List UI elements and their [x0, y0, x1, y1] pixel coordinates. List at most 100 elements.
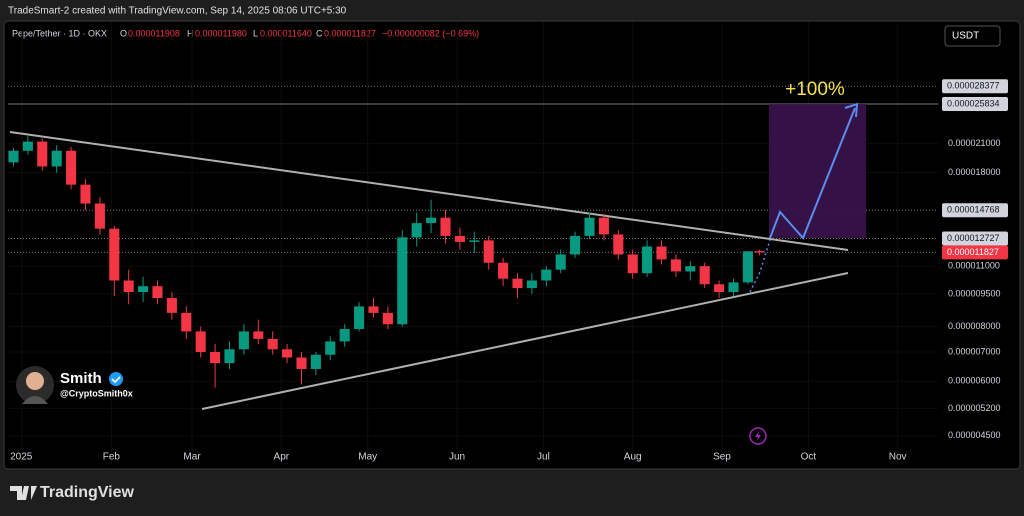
event-bolt [755, 431, 761, 441]
x-tick-label: May [358, 452, 377, 463]
x-tick-label: Nov [889, 452, 907, 463]
y-tick-label: 0.000011000 [948, 261, 1000, 271]
candle-body [685, 266, 696, 272]
candle-body [8, 150, 19, 163]
candle-body [123, 280, 134, 293]
brand: TradingView [40, 484, 135, 501]
y-tick-label: 0.000008000 [948, 321, 1001, 331]
y-tick-label: 0.000018000 [948, 167, 1001, 177]
candle-body [656, 246, 667, 260]
author-handle: @CryptoSmith0x [60, 388, 133, 398]
candle-body [238, 331, 249, 350]
arrow-head [844, 102, 859, 118]
x-tick-label: 2025 [10, 452, 33, 463]
y-tick-label: 0.000021000 [948, 138, 1001, 148]
event-icon[interactable] [749, 427, 767, 445]
currency: USDT [952, 31, 979, 42]
candle-body [267, 338, 278, 350]
price-tag-label: 0.000012727 [947, 233, 1000, 243]
price-tag-label: 0.000011827 [947, 247, 999, 257]
candle-body [411, 223, 422, 238]
candle-body [224, 349, 235, 364]
change: −0.000000082 (−0.69%) [382, 28, 479, 38]
price-tag-label: 0.000025834 [947, 98, 1000, 108]
ohlc-key: O [120, 28, 127, 38]
price-tag-label: 0.000014768 [947, 205, 1000, 215]
candle-body [613, 234, 624, 255]
avatar-body [22, 396, 48, 404]
header: TradeSmart-2 created with TradingView.co… [8, 6, 347, 17]
lower-trendline [201, 272, 849, 410]
verified-badge [109, 372, 123, 386]
candle-body [354, 306, 365, 330]
candle-body [742, 251, 753, 283]
candle-body [152, 286, 163, 299]
ohlc-key: C [316, 28, 323, 38]
projection-arrow [769, 107, 856, 240]
price-tag [942, 79, 1008, 94]
x-tick-label: Apr [274, 452, 290, 463]
candle-body [94, 203, 105, 229]
candle-body [754, 251, 765, 253]
chart-panel [3, 20, 1021, 470]
candles [8, 136, 765, 388]
candle-body [80, 184, 91, 204]
candle-body [22, 141, 33, 151]
y-tick-label: 0.000005200 [948, 403, 1001, 413]
candle-body [512, 278, 523, 289]
candle-body [555, 254, 566, 270]
author-name: Smith [60, 370, 102, 387]
price-tag-label: 0.000028377 [947, 81, 1000, 91]
candle-body [253, 331, 264, 339]
candle-body [66, 150, 77, 185]
candle-body [714, 284, 725, 293]
x-tick-label: Mar [183, 452, 201, 463]
candle-body [454, 235, 465, 242]
avatar-face [26, 372, 44, 390]
price-tag [942, 97, 1008, 112]
target-box [769, 104, 866, 238]
candle-body [728, 282, 739, 293]
y-tick-label: 0.000007000 [948, 346, 1001, 356]
symbol: Pepe/Tether · 1D · OKX [12, 28, 107, 38]
y-tick-label: 0.000006000 [948, 376, 1001, 386]
candle-body [498, 262, 509, 279]
verified-check [111, 376, 121, 384]
candle-body [699, 266, 710, 285]
candle-body [166, 298, 177, 313]
ohlc-value: 0.000011980 [195, 28, 247, 38]
candle-body [598, 217, 609, 235]
y-tick-label: 0.000004500 [948, 430, 1001, 440]
ohlc-key: H [187, 28, 194, 38]
candle-body [526, 280, 537, 289]
x-tick-label: Jul [537, 452, 550, 463]
candle-body [282, 349, 293, 358]
candle-body [296, 357, 307, 369]
y-tick-label: 0.000009500 [948, 288, 1001, 298]
price-tag [942, 231, 1008, 246]
candle-body [426, 217, 437, 224]
currency-button[interactable] [944, 25, 1001, 47]
axis-layer: 0.000004500 0.000005200 0.000006000 0.00000… [10, 79, 1008, 463]
candle-body [570, 235, 581, 255]
candle-body [584, 217, 595, 236]
x-tick-label: Feb [103, 452, 121, 463]
candle-body [138, 286, 149, 293]
candle-body [642, 246, 653, 274]
x-tick-label: Aug [624, 452, 642, 463]
candle-body [181, 312, 192, 332]
candle-body [627, 254, 638, 274]
candle-body [109, 228, 120, 281]
price-tag [942, 203, 1008, 218]
upper-trendline [9, 131, 849, 251]
x-tick-label: Oct [801, 452, 817, 463]
candle-body [440, 217, 451, 236]
candle-body [210, 351, 221, 364]
price-tag [942, 245, 1008, 260]
x-tick-label: Sep [713, 452, 731, 463]
x-tick-label: Jun [449, 452, 465, 463]
ohlc-key: L [253, 28, 258, 38]
ohlc-value: 0.000011908 [128, 28, 180, 38]
brand-logo [10, 486, 37, 500]
